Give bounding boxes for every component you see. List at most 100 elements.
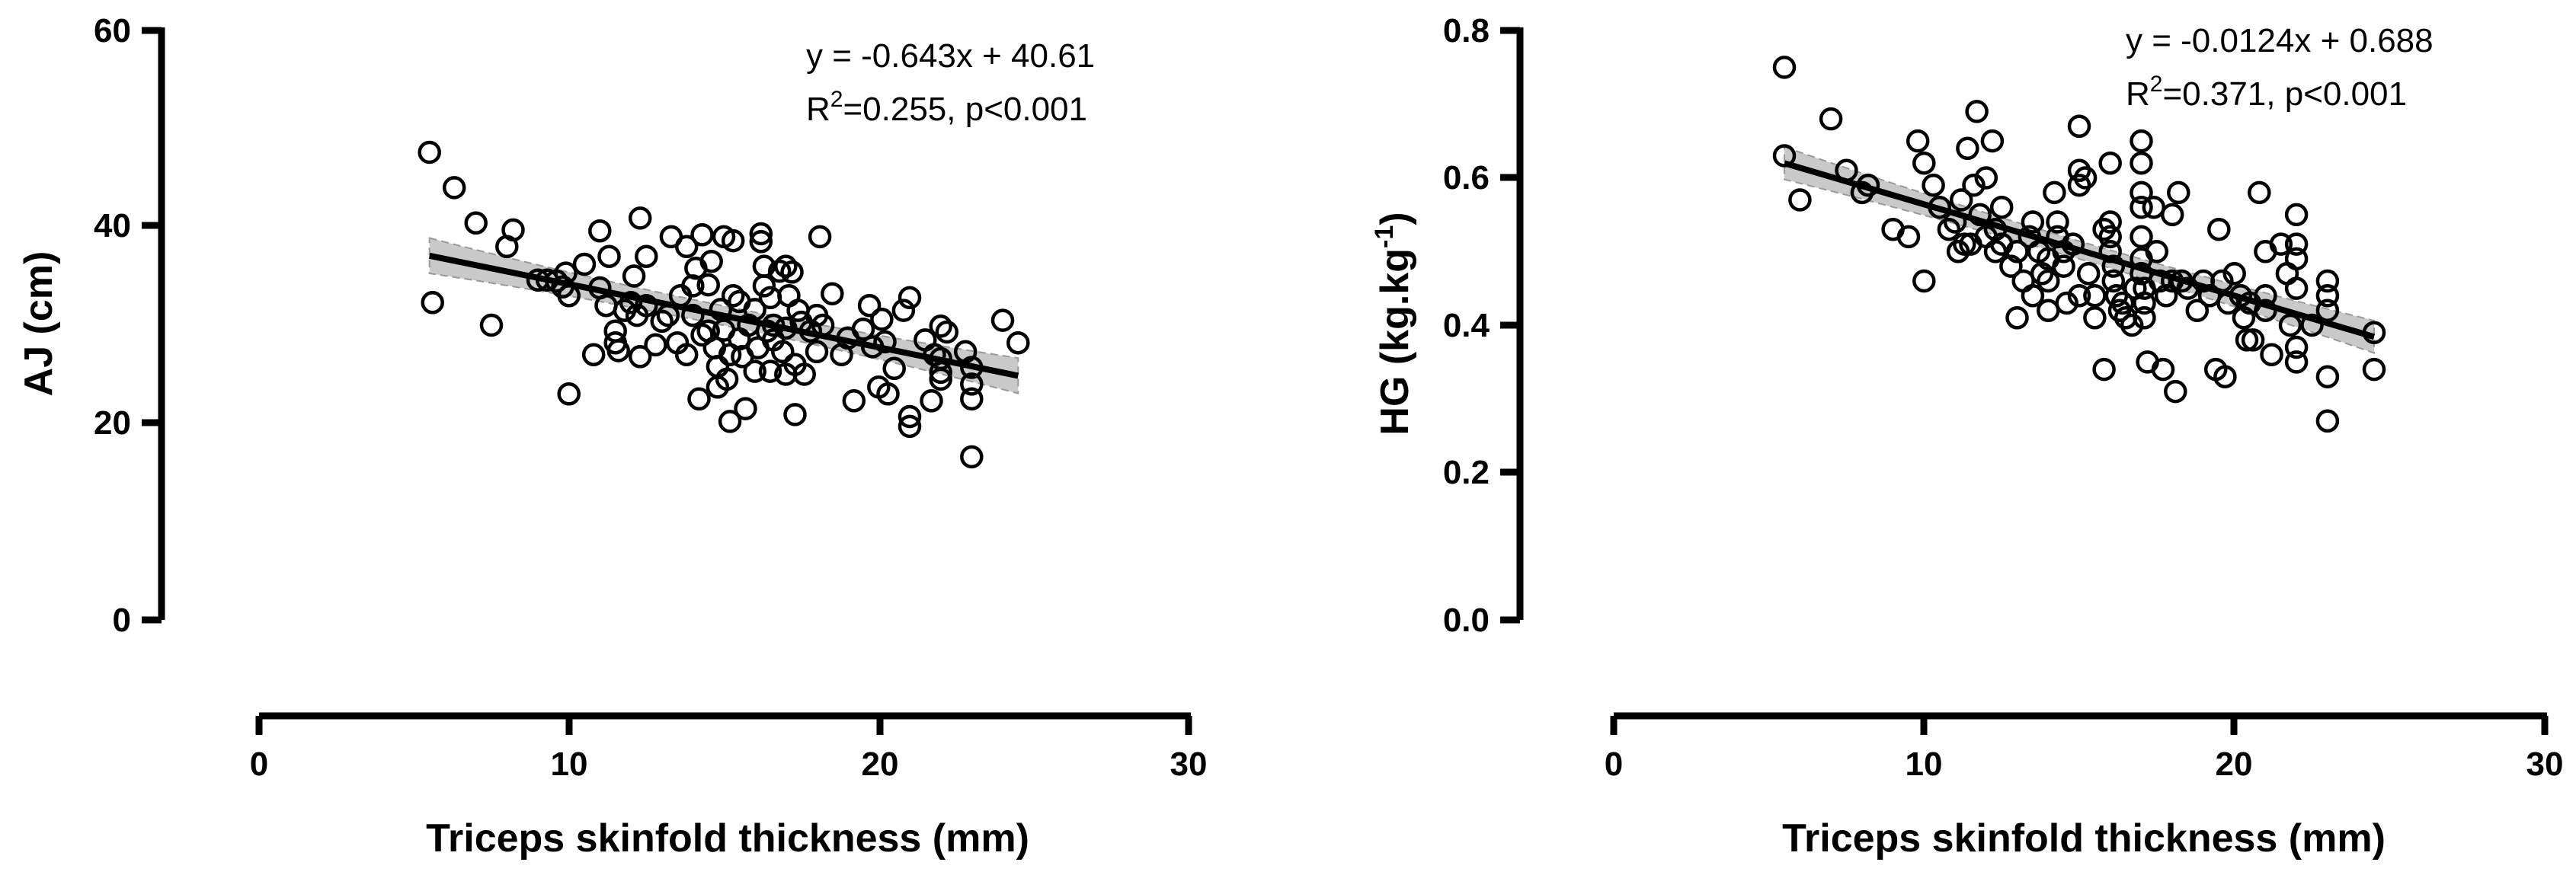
hg-data-point-76	[2130, 225, 2153, 249]
hg-data-point-73	[2130, 151, 2153, 175]
hg-data-point-18	[1953, 232, 1976, 256]
hg-data-point-17	[1949, 188, 1973, 212]
aj-data-point-96	[842, 389, 866, 413]
hg-data-point-55	[2076, 262, 2101, 286]
aj-y-tick-label-60: 60	[94, 12, 131, 49]
hg-y-axis-title-main: HG (kg.kg	[1373, 248, 1417, 436]
aj-data-point-58	[721, 228, 745, 253]
hg-data-point-11	[1912, 269, 1936, 293]
aj-data-point-91	[808, 225, 832, 249]
aj-data-point-22	[606, 339, 630, 362]
hg-data-point-34	[2011, 269, 2035, 293]
aj-x-tick-label-0: 0	[250, 746, 268, 783]
hg-y-tick-label-0.0: 0.0	[1443, 602, 1490, 639]
aj-data-point-105	[891, 299, 916, 322]
hg-data-point-12	[1922, 173, 1945, 197]
hg-x-tick-label-20: 20	[2216, 746, 2253, 783]
hg-data-point-107	[2241, 328, 2265, 352]
hg-data-point-116	[2284, 203, 2309, 227]
hg-data-point-8	[1896, 225, 1921, 249]
hg-regression-annotation: y = -0.0124x + 0.688 R2=0.371, p<0.001	[2126, 22, 2434, 113]
aj-data-point-28	[628, 345, 652, 369]
aj-data-point-121	[960, 445, 984, 469]
hg-data-point-120	[2284, 350, 2309, 374]
aj-data-point-107	[898, 414, 922, 439]
hg-data-point-91	[2167, 180, 2190, 205]
aj-y-tick-label-20: 20	[94, 404, 131, 442]
hg-data-point-124	[2315, 284, 2340, 308]
aj-data-points	[418, 140, 1030, 469]
aj-data-point-122	[990, 308, 1015, 332]
aj-data-point-123	[1006, 331, 1030, 355]
aj-data-point-102	[873, 330, 897, 354]
aj-data-point-2	[442, 176, 466, 200]
aj-x-tick-label-20: 20	[862, 746, 899, 783]
hg-data-point-33	[2005, 240, 2029, 263]
hg-data-point-43	[2043, 180, 2066, 205]
aj-data-point-68	[749, 230, 773, 254]
aj-data-point-19	[597, 244, 621, 268]
aj-data-point-54	[715, 367, 739, 391]
hg-data-point-53	[2067, 284, 2091, 308]
hg-data-point-121	[2284, 335, 2309, 359]
aj-data-point-97	[851, 317, 875, 341]
hg-data-point-42	[2037, 299, 2060, 322]
hg-data-point-3	[1819, 107, 1843, 131]
aj-data-point-40	[681, 303, 705, 327]
hg-data-point-84	[2145, 240, 2169, 263]
hg-data-point-10	[1912, 151, 1936, 175]
aj-data-point-93	[821, 282, 844, 305]
aj-data-point-15	[581, 343, 606, 366]
hg-data-point-56	[2083, 284, 2107, 308]
aj-data-point-57	[721, 284, 745, 308]
hg-scatter-chart: 0.0 0.2 0.4 0.6 0.8 HG (kg.kg-1) 0 10 20…	[1370, 12, 2563, 861]
aj-equation: y = -0.643x + 40.61	[806, 37, 1095, 75]
hg-data-point-62	[2098, 225, 2122, 249]
hg-data-point-48	[2055, 291, 2078, 315]
aj-data-point-0	[418, 140, 441, 164]
aj-data-point-30	[635, 293, 658, 318]
aj-data-point-72	[758, 359, 782, 383]
hg-data-point-0	[1772, 56, 1797, 79]
hg-data-point-113	[2269, 232, 2293, 256]
aj-data-point-25	[622, 264, 646, 288]
aj-data-point-14	[572, 252, 597, 276]
hg-data-point-31	[1999, 254, 2023, 278]
hg-data-point-36	[2021, 210, 2045, 234]
aj-data-point-6	[501, 218, 525, 242]
aj-y-tick-label-40: 40	[94, 207, 131, 244]
hg-y-axis: 0.0 0.2 0.4 0.6 0.8 HG (kg.kg-1)	[1370, 12, 1524, 639]
aj-data-point-46	[696, 273, 720, 297]
hg-data-point-117	[2284, 232, 2309, 256]
hg-data-point-108	[2248, 180, 2271, 205]
hg-data-point-104	[2232, 306, 2256, 330]
aj-regression-line	[428, 252, 1019, 379]
hg-data-point-60	[2098, 151, 2122, 175]
hg-data-point-126	[2315, 365, 2340, 388]
aj-data-point-27	[628, 206, 652, 230]
hg-data-point-23	[1968, 203, 1992, 227]
aj-data-point-13	[557, 382, 581, 406]
hg-data-point-32	[2005, 306, 2029, 330]
hg-data-point-65	[2101, 269, 2126, 293]
aj-y-axis: 0 20 40 60 AJ (cm)	[17, 12, 165, 639]
aj-data-point-65	[743, 359, 766, 383]
aj-data-point-119	[960, 372, 984, 396]
aj-data-point-73	[758, 286, 782, 310]
aj-data-point-87	[792, 362, 816, 386]
hg-x-tick-label-0: 0	[1605, 746, 1623, 783]
hg-x-tick-label-30: 30	[2526, 746, 2564, 783]
hg-x-axis-title: Triceps skinfold thickness (mm)	[1782, 816, 2386, 861]
aj-data-point-16	[588, 219, 612, 243]
aj-data-point-44	[690, 223, 714, 247]
hg-data-point-59	[2092, 357, 2116, 382]
hg-x-tick-label-10: 10	[1906, 746, 1943, 783]
aj-data-point-90	[805, 340, 829, 364]
aj-data-point-38	[674, 343, 699, 366]
aj-fit-line-group	[428, 252, 1019, 379]
hg-equation: y = -0.0124x + 0.688	[2126, 22, 2434, 59]
aj-data-point-42	[687, 387, 711, 411]
aj-r2-stats: R2=0.255, p<0.001	[806, 87, 1087, 128]
aj-data-point-32	[650, 309, 674, 334]
aj-data-point-98	[857, 293, 882, 318]
